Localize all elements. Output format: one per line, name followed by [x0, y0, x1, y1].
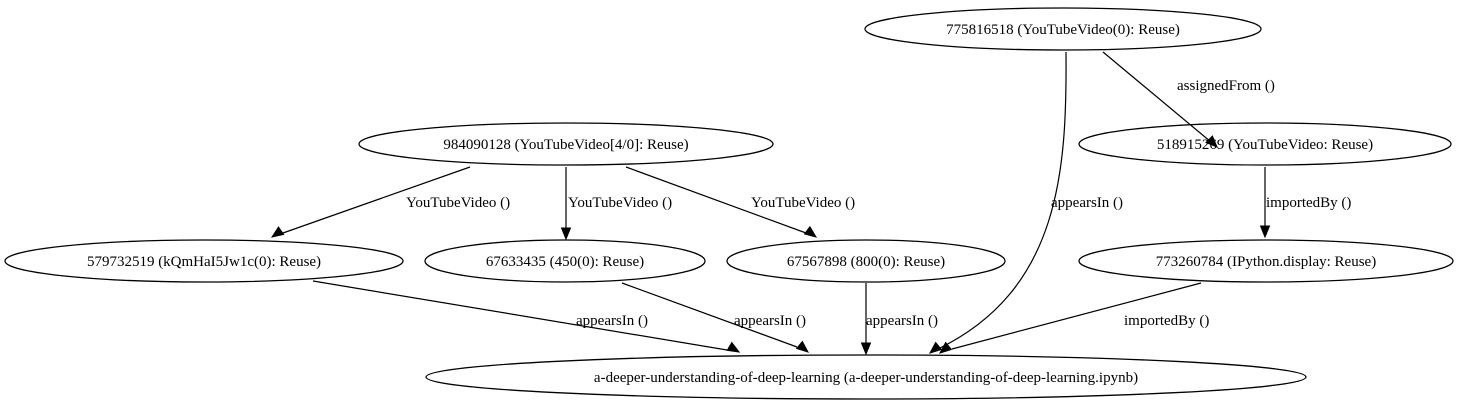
arrowhead — [1205, 135, 1218, 148]
node-label: 773260784 (IPython.display: Reuse) — [1156, 254, 1376, 270]
edge-label: appearsIn () — [1051, 195, 1123, 211]
edge-line — [937, 51, 1067, 350]
arrowhead — [560, 227, 572, 241]
nodes-layer: 775816518 (YouTubeVideo(0): Reuse) 518915… — [4, 7, 1454, 400]
arrowhead — [938, 341, 953, 354]
node-label: 579732519 (kQmHaI5Jw1c(0): Reuse) — [87, 254, 321, 270]
node-n579732519: 579732519 (kQmHaI5Jw1c(0): Reuse) — [4, 239, 404, 283]
arrowhead — [928, 341, 943, 354]
node-n984090128: 984090128 (YouTubeVideo[4/0]: Reuse) — [358, 122, 774, 166]
node-ellipse — [4, 239, 404, 283]
edge-line — [1102, 51, 1212, 143]
edge-label: YouTubeVideo () — [406, 195, 510, 211]
edge-label: assignedFrom () — [1177, 78, 1275, 94]
node-label: a-deeper-understanding-of-deep-learning … — [594, 370, 1138, 386]
arrowhead — [860, 342, 872, 356]
edge-line — [621, 282, 798, 348]
edge-line — [951, 282, 1202, 350]
node-ellipse — [1078, 239, 1454, 283]
edge-e9: appearsIn () — [860, 283, 938, 356]
edge-e7: appearsIn () — [312, 280, 741, 353]
edge-label: appearsIn () — [734, 313, 806, 329]
node-label: 984090128 (YouTubeVideo[4/0]: Reuse) — [443, 137, 688, 153]
node-ellipse — [864, 7, 1262, 51]
node-ellipse — [425, 354, 1307, 400]
arrowhead — [726, 341, 741, 353]
edge-e2: appearsIn () — [928, 51, 1123, 354]
edge-e1: assignedFrom () — [1102, 51, 1275, 148]
node-n775816518: 775816518 (YouTubeVideo(0): Reuse) — [864, 7, 1262, 51]
edge-e6: YouTubeVideo () — [625, 166, 855, 238]
arrowhead — [270, 226, 285, 238]
edge-line — [282, 166, 471, 234]
edge-label: appearsIn () — [576, 313, 648, 329]
edge-e10: importedBy () — [938, 282, 1209, 354]
edge-label: YouTubeVideo () — [751, 195, 855, 211]
node-label: 775816518 (YouTubeVideo(0): Reuse) — [946, 22, 1180, 38]
node-n773260784: 773260784 (IPython.display: Reuse) — [1078, 239, 1454, 283]
edge-e4: YouTubeVideo () — [270, 166, 510, 238]
node-n67633435: 67633435 (450(0): Reuse) — [424, 239, 706, 283]
edge-e8: appearsIn () — [621, 282, 810, 353]
arrowhead — [1259, 225, 1271, 239]
edge-label: importedBy () — [1124, 313, 1209, 329]
edge-label: appearsIn () — [866, 313, 938, 329]
edges-layer: assignedFrom () appearsIn () importedBy ()… — [270, 51, 1351, 356]
node-label: 518915269 (YouTubeVideo: Reuse) — [1157, 137, 1373, 153]
node-label: 67567898 (800(0): Reuse) — [787, 254, 945, 270]
edge-label: importedBy () — [1266, 195, 1351, 211]
arrowhead — [803, 225, 818, 238]
node-nnotebook: a-deeper-understanding-of-deep-learning … — [425, 354, 1307, 400]
edge-line — [312, 280, 728, 351]
node-ellipse — [358, 122, 774, 166]
node-label: 67633435 (450(0): Reuse) — [486, 254, 644, 270]
node-n67567898: 67567898 (800(0): Reuse) — [726, 239, 1006, 283]
node-n518915269: 518915269 (YouTubeVideo: Reuse) — [1078, 122, 1452, 166]
node-ellipse — [1078, 122, 1452, 166]
edge-label: YouTubeVideo () — [568, 195, 672, 211]
arrowhead — [795, 340, 810, 353]
edge-line — [625, 166, 807, 234]
node-ellipse — [424, 239, 706, 283]
node-ellipse — [726, 239, 1006, 283]
edge-e5: YouTubeVideo () — [560, 167, 672, 241]
edge-e3: importedBy () — [1259, 167, 1351, 239]
